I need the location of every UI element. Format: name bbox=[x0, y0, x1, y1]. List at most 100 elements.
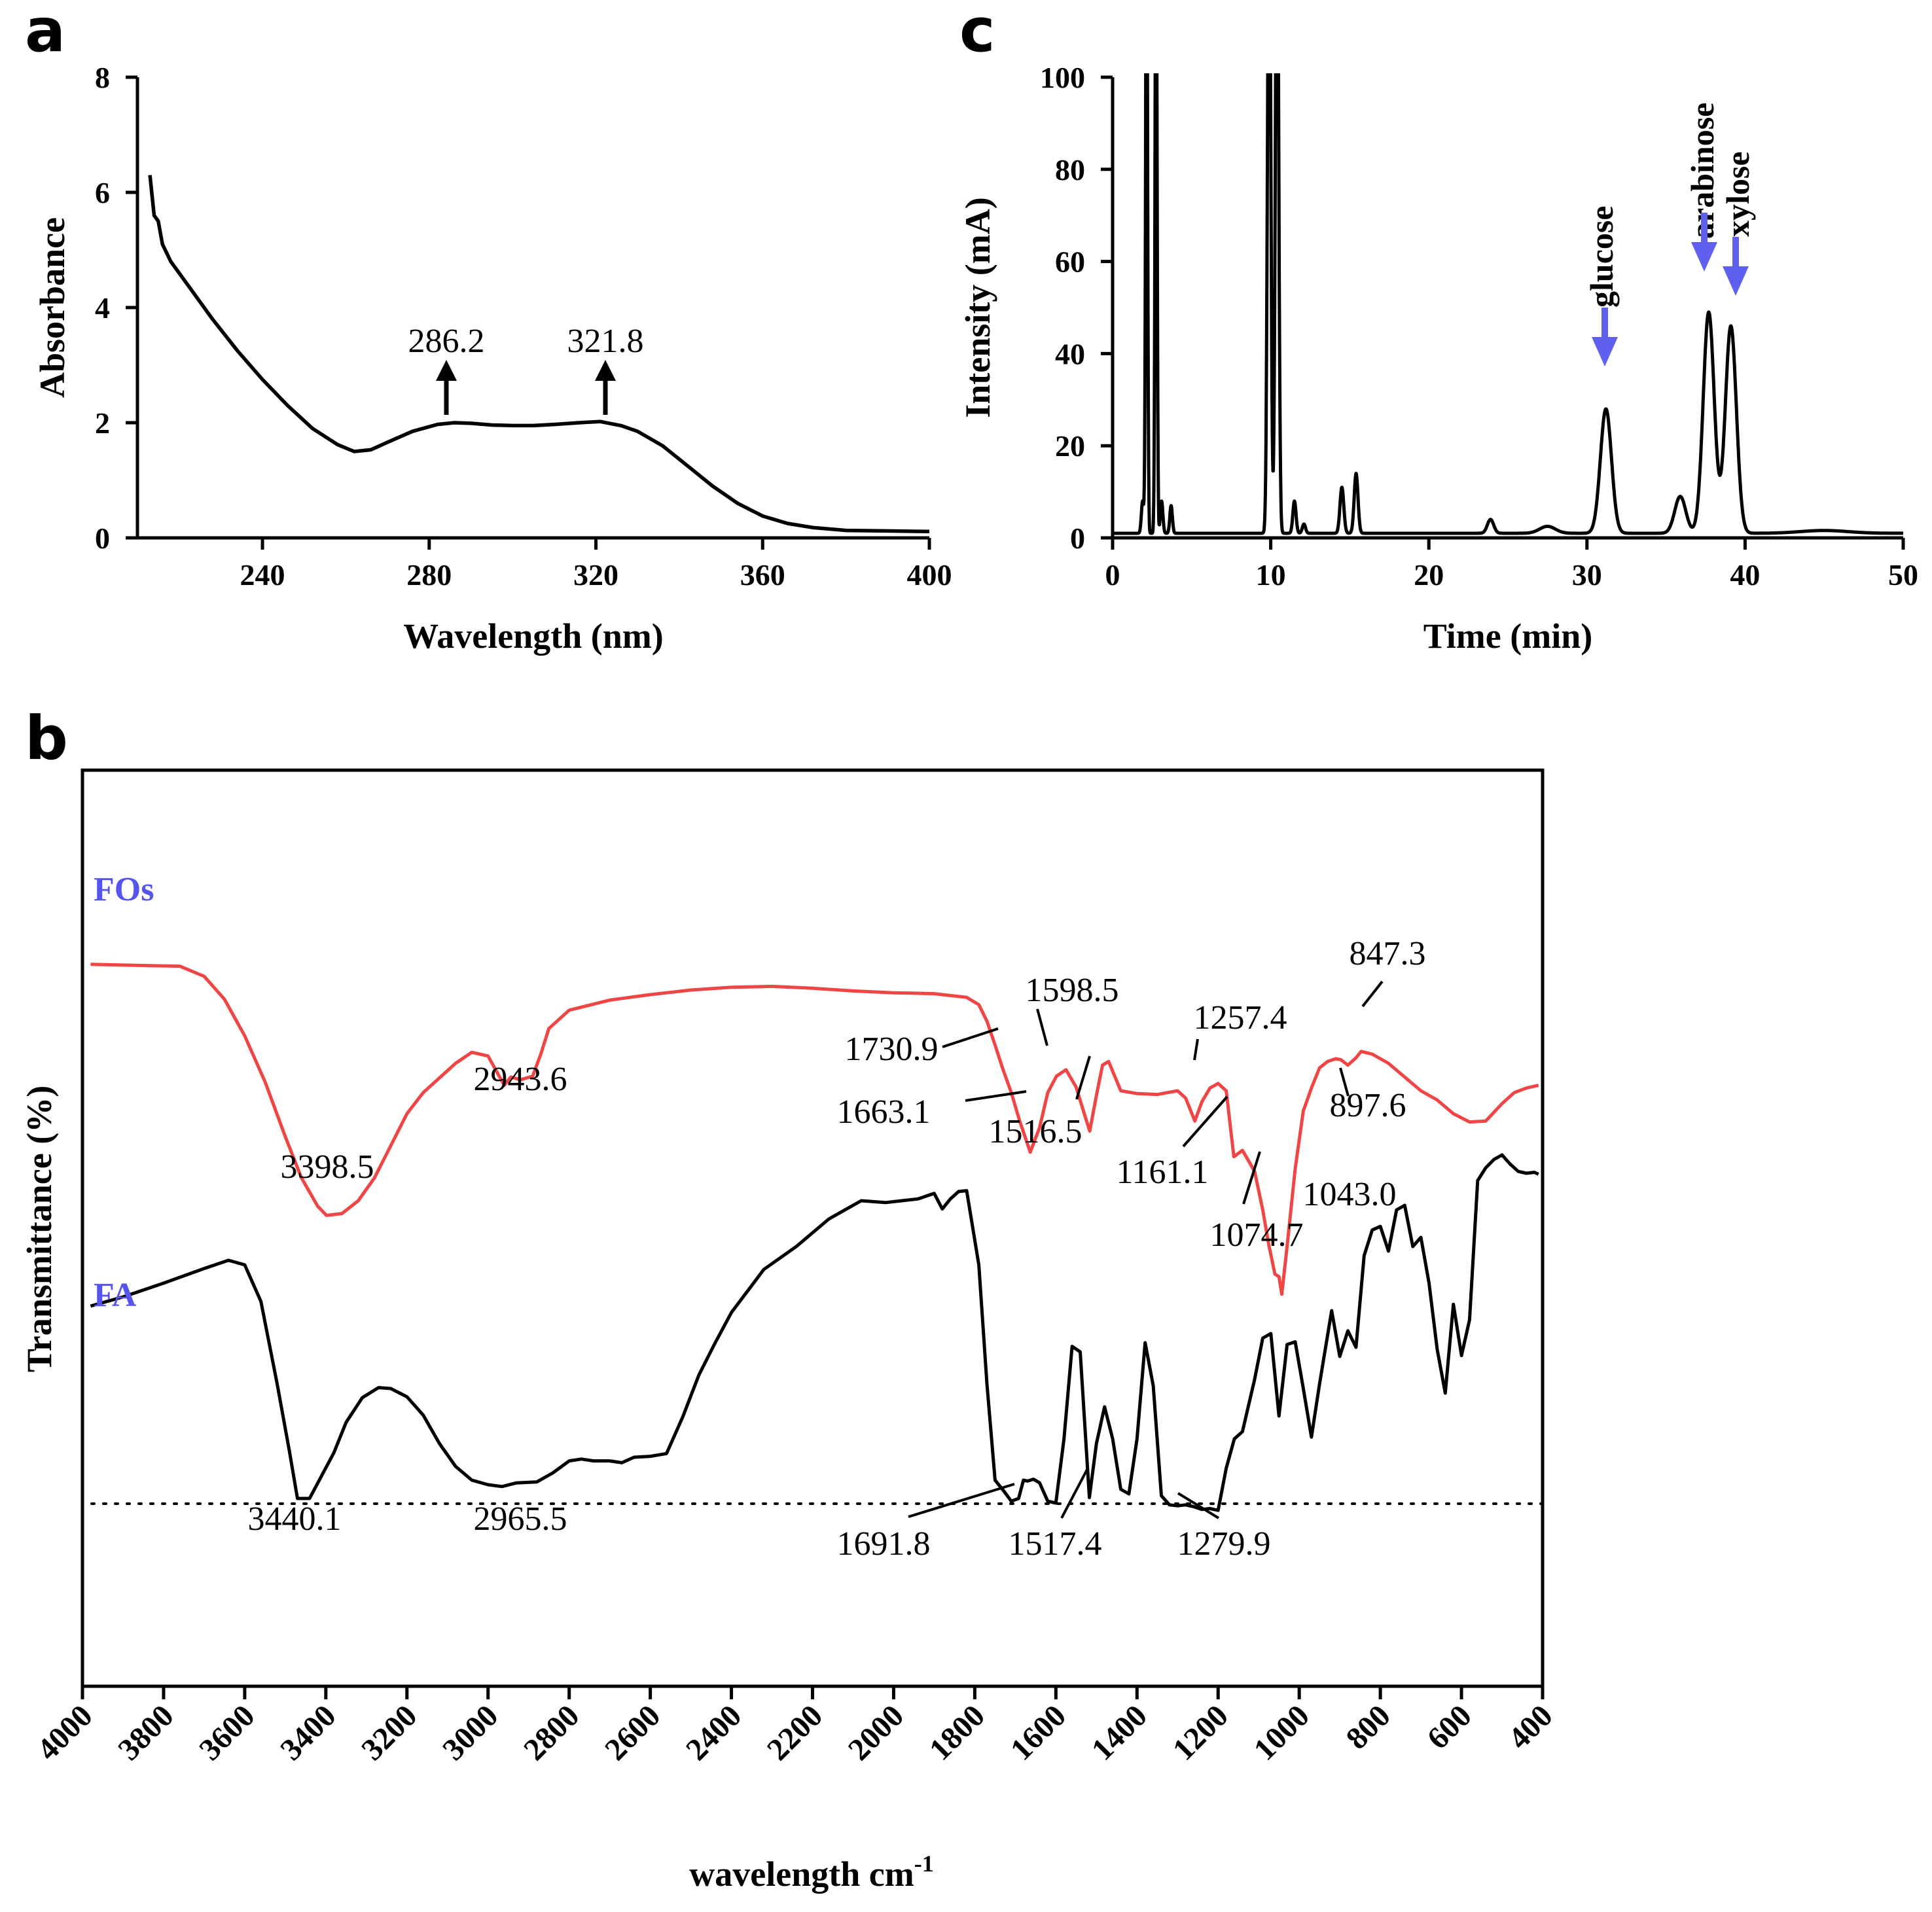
panel-a-uv-spectrum: a 240 280 320 360 400 0 2 4 6 8 286.2 321.8 Wavel… bbox=[25, 0, 952, 656]
panel-b-xtick-label: 3600 bbox=[192, 1698, 261, 1767]
fos-spectrum-line bbox=[90, 963, 1539, 1296]
panel-c-ytick-label: 100 bbox=[1040, 61, 1085, 94]
fos-leader-1730-9 bbox=[942, 1027, 999, 1048]
panel-a-xtick-label: 320 bbox=[573, 558, 618, 592]
panel-c-xtick-label: 0 bbox=[1105, 558, 1120, 592]
panel-b-xtick-label: 2400 bbox=[679, 1698, 748, 1767]
panel-c-x-title: Time (min) bbox=[1423, 616, 1592, 656]
panel-b-xtick-label: 1800 bbox=[923, 1698, 992, 1767]
arrow-arabinose bbox=[1691, 213, 1717, 272]
panel-c-ytick-label: 40 bbox=[1055, 337, 1085, 370]
panel-c-chromatogram-line bbox=[1113, 73, 1905, 535]
fos-peak-3398-5: 3398.5 bbox=[281, 1148, 374, 1186]
panel-b-xtick-label: 1200 bbox=[1166, 1698, 1235, 1767]
panel-b-xtick-label: 3000 bbox=[436, 1698, 505, 1767]
panel-b-ftir: b 4000 3800 3600 3400 3200 3000 2800 2600 2400 22… bbox=[20, 703, 1560, 1894]
panel-b-x-title-base: wavelength cm bbox=[689, 1854, 914, 1894]
panel-b-letter: b bbox=[25, 703, 68, 773]
panel-a-xtick-label: 360 bbox=[740, 558, 785, 592]
panel-c-ytick-label: 80 bbox=[1055, 153, 1085, 186]
panel-b-xtick-label: 1600 bbox=[1004, 1698, 1073, 1767]
panel-c-y-title: Intensity (mA) bbox=[958, 197, 997, 417]
label-xylose: xylose bbox=[1719, 151, 1756, 237]
arrow-glucose bbox=[1592, 308, 1618, 366]
fos-peak-2943-6: 2943.6 bbox=[474, 1061, 567, 1098]
panel-a-xtick-label: 280 bbox=[406, 558, 452, 592]
series-label-fos: FOs bbox=[94, 871, 154, 908]
fa-peak-3440-1: 3440.1 bbox=[248, 1500, 342, 1538]
fa-leader-1517-4 bbox=[1060, 1468, 1089, 1519]
fos-peak-1598-5: 1598.5 bbox=[1026, 972, 1119, 1009]
fos-peak-1516-5: 1516.5 bbox=[989, 1113, 1082, 1150]
fa-peak-1279-9: 1279.9 bbox=[1177, 1525, 1271, 1563]
fos-peak-1043-0: 1043.0 bbox=[1303, 1176, 1397, 1213]
panel-a-y-title: Absorbance bbox=[33, 217, 72, 398]
fa-spectrum-line bbox=[90, 1153, 1539, 1512]
panel-a-uv-line bbox=[148, 175, 930, 534]
panel-a-letter: a bbox=[25, 0, 65, 65]
panel-c-xtick-label: 20 bbox=[1414, 558, 1444, 592]
fos-peak-1730-9: 1730.9 bbox=[845, 1031, 939, 1068]
series-label-fa: FA bbox=[94, 1277, 137, 1314]
panel-b-y-title: Transmittance (%) bbox=[20, 1086, 59, 1372]
fos-peak-1074-7: 1074.7 bbox=[1210, 1216, 1304, 1254]
panel-b-x-title-superscript: -1 bbox=[914, 1850, 934, 1877]
panel-a-xtick-label: 400 bbox=[907, 558, 952, 592]
panel-b-xtick-label: 4000 bbox=[30, 1698, 99, 1767]
fos-peak-1161-1: 1161.1 bbox=[1116, 1154, 1208, 1191]
panel-c-ytick-label: 60 bbox=[1055, 245, 1085, 279]
annotation-286-2: 286.2 bbox=[408, 323, 485, 360]
panel-b-x-title: wavelength cm-1 bbox=[689, 1850, 933, 1894]
panel-c-ytick-label: 0 bbox=[1070, 522, 1085, 555]
panel-b-xtick-label: 600 bbox=[1420, 1698, 1478, 1756]
panel-a-ytick-label: 0 bbox=[95, 522, 110, 555]
fos-peak-897-6: 897.6 bbox=[1330, 1087, 1406, 1124]
panel-b-ticks: 4000 3800 3600 3400 3200 3000 2800 2600 2400 2200… bbox=[30, 1686, 1560, 1767]
fa-leader-1279-9 bbox=[1177, 1492, 1220, 1519]
panel-a-ticks: 240 280 320 360 400 0 2 4 6 8 bbox=[95, 61, 952, 592]
annotation-321-8: 321.8 bbox=[567, 323, 644, 360]
panel-c-ticks: 0 10 20 30 40 50 0 20 40 60 80 100 bbox=[1040, 61, 1918, 592]
fa-peak-annotations: 3440.1 2965.5 1691.8 1517.4 1279.9 bbox=[248, 1468, 1271, 1563]
fos-leader-1074-7 bbox=[1242, 1151, 1261, 1205]
panel-b-xtick-label: 3200 bbox=[355, 1698, 423, 1767]
fa-peak-1517-4: 1517.4 bbox=[1009, 1525, 1102, 1563]
panel-c-letter: c bbox=[959, 0, 995, 65]
panel-b-xtick-label: 2200 bbox=[760, 1698, 829, 1767]
fos-peak-annotations: 3398.5 2943.6 1730.9 1598.5 1663.1 1516.… bbox=[281, 935, 1426, 1254]
fa-peak-1691-8: 1691.8 bbox=[837, 1525, 931, 1563]
panel-a-ytick-label: 6 bbox=[95, 176, 110, 209]
fos-leader-847-3 bbox=[1361, 980, 1384, 1008]
panel-b-xtick-label: 800 bbox=[1340, 1698, 1397, 1756]
panel-c-xtick-label: 40 bbox=[1730, 558, 1760, 592]
panel-b-xtick-label: 1000 bbox=[1247, 1698, 1316, 1767]
panel-b-xtick-label: 3400 bbox=[274, 1698, 342, 1767]
panel-a-ytick-label: 8 bbox=[95, 61, 110, 94]
fos-leader-1257-4 bbox=[1193, 1038, 1199, 1061]
panel-b-xtick-label: 2600 bbox=[598, 1698, 667, 1767]
panel-a-ytick-label: 4 bbox=[95, 291, 110, 325]
panel-b-xtick-label: 1400 bbox=[1085, 1698, 1154, 1767]
fos-peak-1663-1: 1663.1 bbox=[837, 1093, 931, 1131]
panel-a-x-title: Wavelength (nm) bbox=[403, 616, 664, 656]
fa-leader-1691-8 bbox=[908, 1483, 1015, 1518]
fos-leader-1516-5 bbox=[1075, 1055, 1091, 1100]
fa-peak-2965-5: 2965.5 bbox=[474, 1500, 567, 1538]
panel-b-xtick-label: 2000 bbox=[842, 1698, 910, 1767]
label-glucose: glucose bbox=[1583, 205, 1620, 308]
panel-c-xtick-label: 10 bbox=[1256, 558, 1286, 592]
fos-leader-1663-1 bbox=[965, 1090, 1027, 1102]
arrow-321-8 bbox=[595, 360, 616, 415]
fos-peak-1257-4: 1257.4 bbox=[1194, 999, 1287, 1036]
panel-a-xtick-label: 240 bbox=[240, 558, 285, 592]
fos-leader-897-6 bbox=[1339, 1067, 1350, 1097]
panel-c-ytick-label: 20 bbox=[1055, 429, 1085, 463]
panel-a-ytick-label: 2 bbox=[95, 406, 110, 440]
panel-c-xtick-label: 50 bbox=[1888, 558, 1918, 592]
fos-peak-847-3: 847.3 bbox=[1350, 935, 1426, 972]
panel-b-frame bbox=[80, 768, 1545, 1688]
fos-leader-1598-5 bbox=[1036, 1008, 1048, 1046]
panel-b-xtick-label: 400 bbox=[1501, 1698, 1559, 1756]
